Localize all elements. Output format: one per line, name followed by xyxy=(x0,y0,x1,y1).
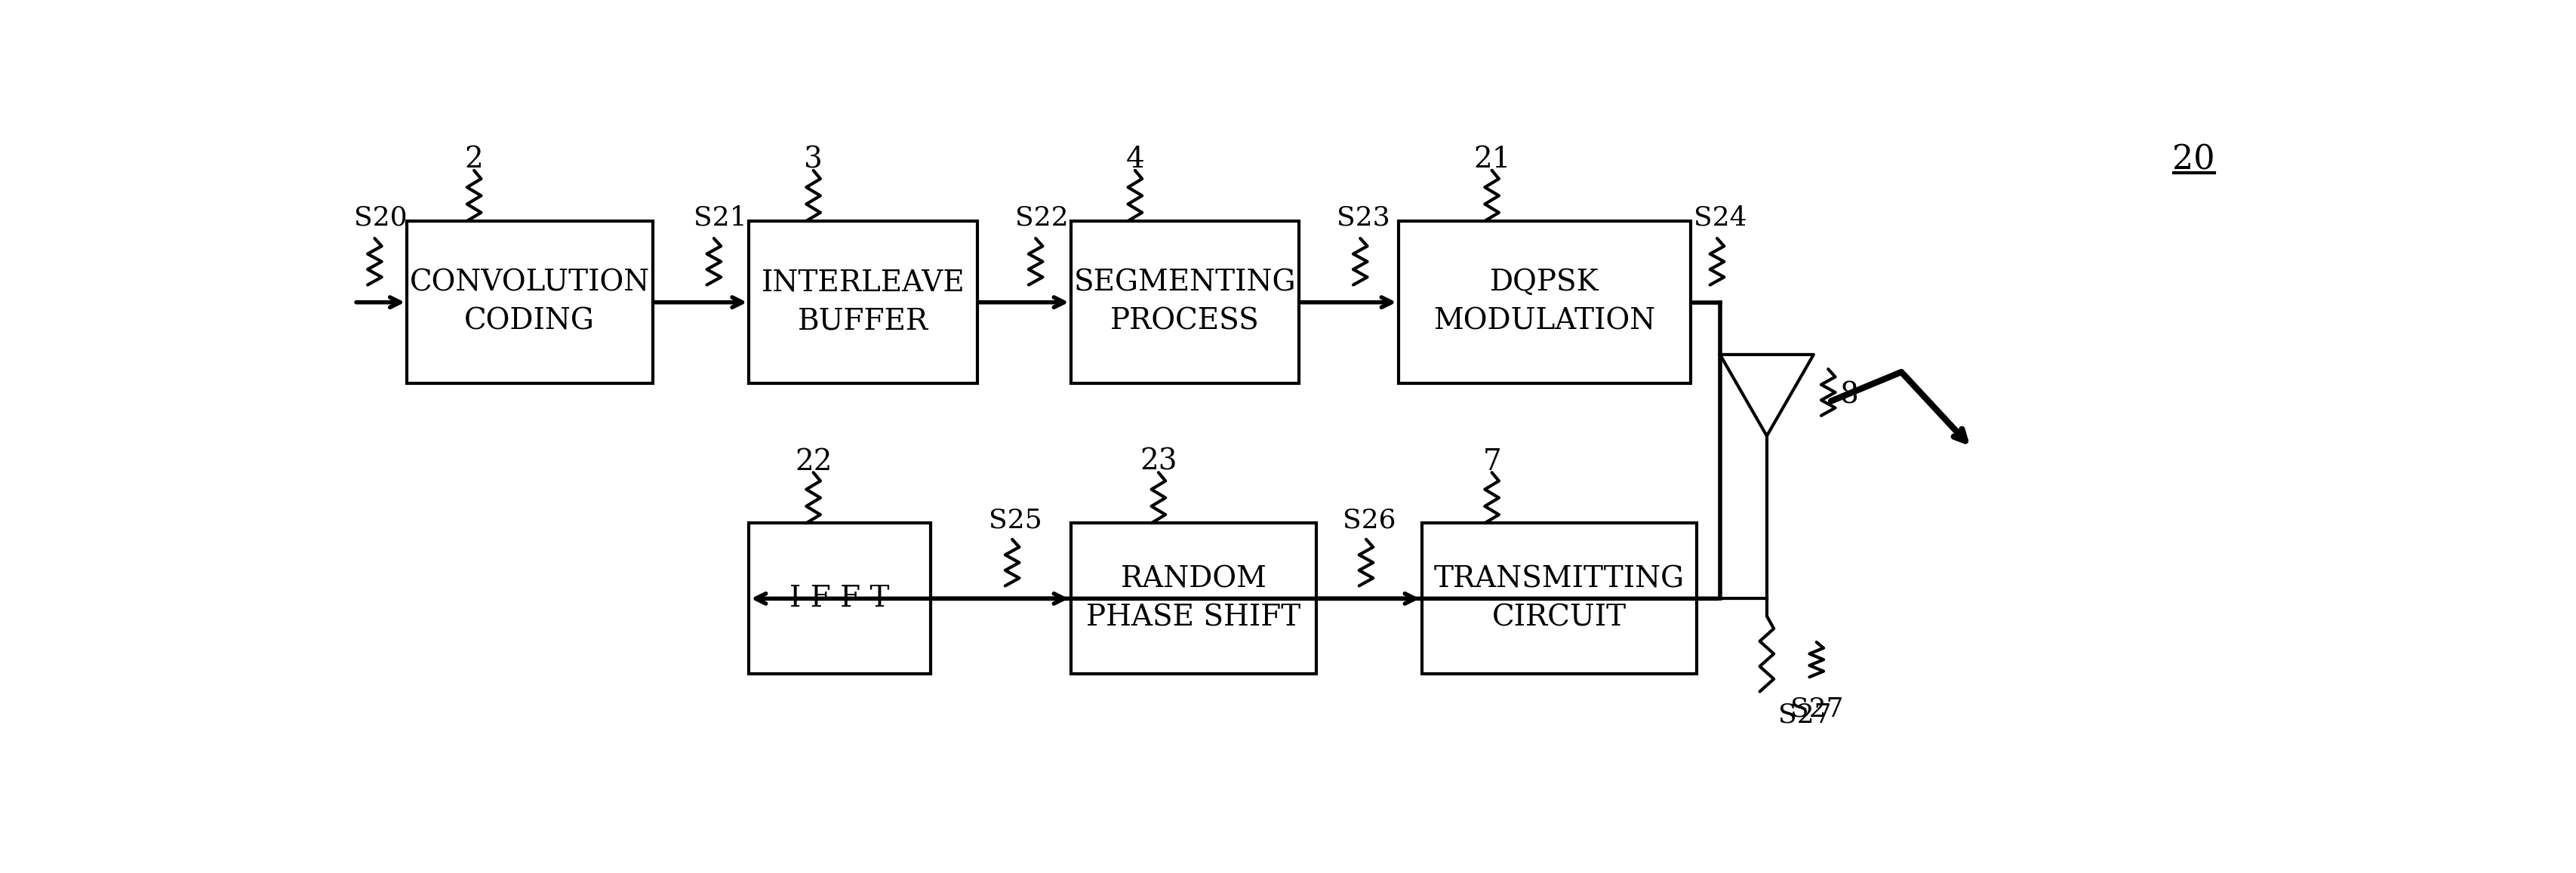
Text: I F F T: I F F T xyxy=(791,585,889,613)
Text: S27: S27 xyxy=(1777,702,1832,727)
Text: S26: S26 xyxy=(1342,507,1396,533)
Text: CONVOLUTION
CODING: CONVOLUTION CODING xyxy=(410,269,649,336)
Text: 20: 20 xyxy=(2172,144,2215,176)
Text: S25: S25 xyxy=(989,507,1043,533)
Bar xyxy=(407,221,652,383)
Text: 21: 21 xyxy=(1473,146,1510,174)
Bar xyxy=(750,221,976,383)
Bar xyxy=(1072,221,1298,383)
Text: S20: S20 xyxy=(353,205,407,230)
Bar xyxy=(1422,523,1698,674)
Text: 8: 8 xyxy=(1839,382,1860,409)
Bar xyxy=(750,523,930,674)
Text: SEGMENTING
PROCESS: SEGMENTING PROCESS xyxy=(1074,269,1296,336)
Text: S27: S27 xyxy=(1790,696,1844,722)
Text: DQPSK
MODULATION: DQPSK MODULATION xyxy=(1432,269,1656,336)
Text: TRANSMITTING
CIRCUIT: TRANSMITTING CIRCUIT xyxy=(1435,565,1685,632)
Text: 4: 4 xyxy=(1126,146,1144,174)
Text: S24: S24 xyxy=(1692,205,1747,230)
Text: 2: 2 xyxy=(464,146,484,174)
Text: 22: 22 xyxy=(793,448,832,476)
Text: INTERLEAVE
BUFFER: INTERLEAVE BUFFER xyxy=(762,269,966,336)
Bar xyxy=(1399,221,1690,383)
Text: S22: S22 xyxy=(1015,205,1069,230)
Text: 7: 7 xyxy=(1484,448,1502,476)
Text: 3: 3 xyxy=(804,146,822,174)
Text: RANDOM
PHASE SHIFT: RANDOM PHASE SHIFT xyxy=(1087,565,1301,632)
Bar xyxy=(1072,523,1316,674)
Text: S23: S23 xyxy=(1337,205,1391,230)
Text: S21: S21 xyxy=(693,205,747,230)
Text: 23: 23 xyxy=(1139,448,1177,476)
